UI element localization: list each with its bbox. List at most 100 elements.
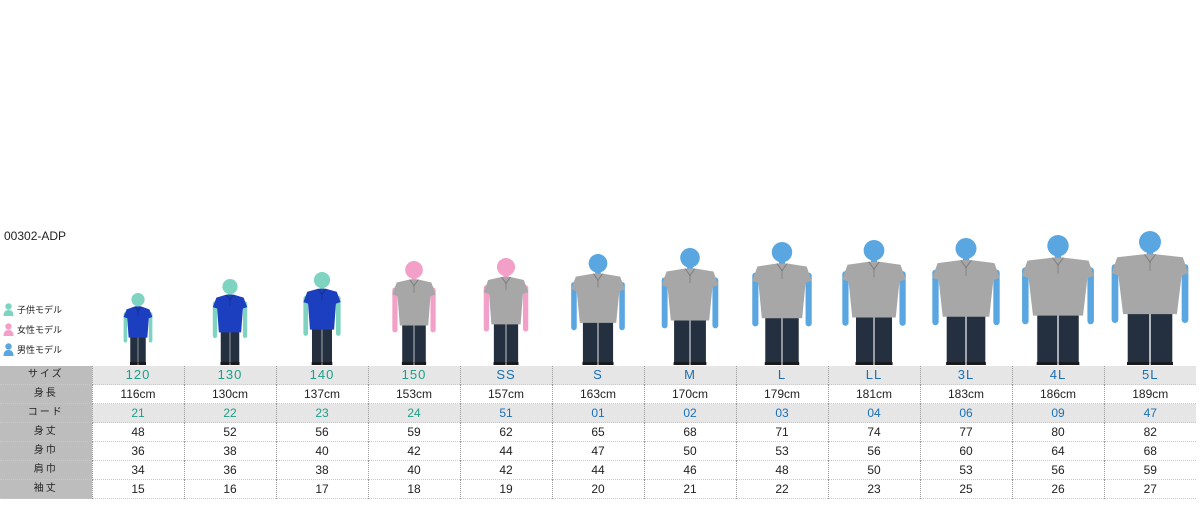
cell-code-120: 21 <box>91 403 184 423</box>
cell-size-130: 130 <box>183 366 276 385</box>
cell-size-120: 120 <box>91 366 184 385</box>
cell-code-140: 23 <box>275 403 368 423</box>
cell-shoulder-120: 34 <box>91 460 184 480</box>
cell-code-5L: 47 <box>1103 403 1196 423</box>
cell-code-S: 01 <box>551 403 644 423</box>
cell-shoulder-5L: 59 <box>1103 460 1196 480</box>
cell-sleeve-SS: 19 <box>459 479 552 499</box>
cell-size-3L: 3L <box>919 366 1012 385</box>
row-header-size: サイズ <box>0 366 92 385</box>
cell-length-3L: 77 <box>919 422 1012 442</box>
cell-chest-150: 42 <box>367 441 460 461</box>
row-shoulder: 肩巾 34 36 38 40 42 44 46 48 50 53 56 59 <box>0 460 1196 480</box>
cell-shoulder-140: 38 <box>275 460 368 480</box>
cell-size-M: M <box>643 366 736 385</box>
female-model-icon <box>3 323 14 336</box>
cell-size-5L: 5L <box>1103 366 1196 385</box>
cell-height-120: 116cm <box>91 384 184 404</box>
model-figure-4L <box>1012 225 1104 366</box>
legend-item-male: 男性モデル <box>3 343 62 356</box>
model-figure-L <box>736 225 828 366</box>
product-code: 00302-ADP <box>4 229 67 243</box>
cell-chest-4L: 64 <box>1011 441 1104 461</box>
cell-code-L: 03 <box>735 403 828 423</box>
model-figure-130 <box>184 225 276 366</box>
cell-sleeve-3L: 25 <box>919 479 1012 499</box>
cell-height-3L: 183cm <box>919 384 1012 404</box>
row-header-sleeve: 袖丈 <box>0 479 92 499</box>
model-figure-5L <box>1104 225 1196 366</box>
row-header-chest: 身巾 <box>0 441 92 461</box>
cell-height-SS: 157cm <box>459 384 552 404</box>
size-table: サイズ 120 130 140 150 SS S M L LL 3L 4L 5L 身長 116cm 130c… <box>0 366 1196 499</box>
cell-shoulder-L: 48 <box>735 460 828 480</box>
cell-size-4L: 4L <box>1011 366 1104 385</box>
row-header-shoulder: 肩巾 <box>0 460 92 480</box>
row-header-height: 身長 <box>0 384 92 404</box>
row-header-code: コード <box>0 403 92 423</box>
cell-height-M: 170cm <box>643 384 736 404</box>
cell-size-L: L <box>735 366 828 385</box>
cell-chest-130: 38 <box>183 441 276 461</box>
cell-sleeve-150: 18 <box>367 479 460 499</box>
cell-shoulder-S: 44 <box>551 460 644 480</box>
row-chest: 身巾 36 38 40 42 44 47 50 53 56 60 64 68 <box>0 441 1196 461</box>
cell-shoulder-SS: 42 <box>459 460 552 480</box>
child-model-icon <box>3 303 14 316</box>
cell-length-150: 59 <box>367 422 460 442</box>
model-figure-120 <box>92 225 184 366</box>
cell-size-S: S <box>551 366 644 385</box>
cell-height-140: 137cm <box>275 384 368 404</box>
model-figures <box>92 225 1196 366</box>
cell-height-5L: 189cm <box>1103 384 1196 404</box>
cell-code-130: 22 <box>183 403 276 423</box>
cell-size-LL: LL <box>827 366 920 385</box>
cell-code-150: 24 <box>367 403 460 423</box>
cell-length-5L: 82 <box>1103 422 1196 442</box>
row-sleeve: 袖丈 15 16 17 18 19 20 21 22 23 25 26 27 <box>0 479 1196 499</box>
cell-sleeve-LL: 23 <box>827 479 920 499</box>
cell-length-M: 68 <box>643 422 736 442</box>
cell-length-4L: 80 <box>1011 422 1104 442</box>
legend-label-male: 男性モデル <box>17 345 63 355</box>
cell-sleeve-L: 22 <box>735 479 828 499</box>
cell-sleeve-140: 17 <box>275 479 368 499</box>
cell-chest-5L: 68 <box>1103 441 1196 461</box>
cell-shoulder-150: 40 <box>367 460 460 480</box>
cell-code-LL: 04 <box>827 403 920 423</box>
row-height: 身長 116cm 130cm 137cm 153cm 157cm 163cm 170cm 179… <box>0 384 1196 404</box>
cell-chest-S: 47 <box>551 441 644 461</box>
cell-shoulder-LL: 50 <box>827 460 920 480</box>
model-figure-SS <box>460 225 552 366</box>
model-figure-LL <box>828 225 920 366</box>
cell-length-L: 71 <box>735 422 828 442</box>
cell-height-150: 153cm <box>367 384 460 404</box>
row-header-length: 身丈 <box>0 422 92 442</box>
model-figure-M <box>644 225 736 366</box>
cell-code-3L: 06 <box>919 403 1012 423</box>
cell-height-LL: 181cm <box>827 384 920 404</box>
cell-length-S: 65 <box>551 422 644 442</box>
cell-sleeve-4L: 26 <box>1011 479 1104 499</box>
cell-sleeve-M: 21 <box>643 479 736 499</box>
row-length: 身丈 48 52 56 59 62 65 68 71 74 77 80 82 <box>0 422 1196 442</box>
cell-sleeve-130: 16 <box>183 479 276 499</box>
cell-code-4L: 09 <box>1011 403 1104 423</box>
cell-length-SS: 62 <box>459 422 552 442</box>
cell-sleeve-5L: 27 <box>1103 479 1196 499</box>
cell-code-SS: 51 <box>459 403 552 423</box>
cell-height-130: 130cm <box>183 384 276 404</box>
row-code: コード 21 22 23 24 51 01 02 03 04 06 09 47 <box>0 403 1196 423</box>
cell-length-120: 48 <box>91 422 184 442</box>
legend-item-child: 子供モデル <box>3 303 62 316</box>
model-figure-150 <box>368 225 460 366</box>
cell-height-S: 163cm <box>551 384 644 404</box>
cell-chest-SS: 44 <box>459 441 552 461</box>
cell-sleeve-S: 20 <box>551 479 644 499</box>
cell-code-M: 02 <box>643 403 736 423</box>
legend-label-child: 子供モデル <box>17 305 63 315</box>
cell-size-150: 150 <box>367 366 460 385</box>
model-figure-S <box>552 225 644 366</box>
cell-shoulder-130: 36 <box>183 460 276 480</box>
model-figure-3L <box>920 225 1012 366</box>
